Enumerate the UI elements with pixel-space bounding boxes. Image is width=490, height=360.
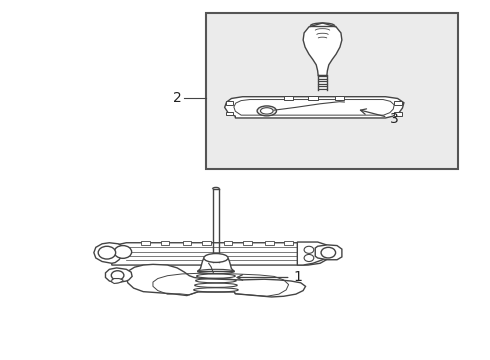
Circle shape bbox=[321, 247, 336, 258]
Text: 2: 2 bbox=[173, 91, 182, 105]
Bar bbox=[202, 241, 211, 244]
Bar bbox=[394, 101, 402, 104]
Polygon shape bbox=[108, 243, 329, 265]
Bar bbox=[335, 96, 344, 100]
Polygon shape bbox=[112, 279, 123, 283]
Polygon shape bbox=[234, 100, 394, 115]
Polygon shape bbox=[315, 245, 342, 260]
Bar bbox=[284, 96, 294, 100]
Ellipse shape bbox=[257, 106, 276, 116]
Bar bbox=[161, 241, 170, 244]
Bar bbox=[284, 241, 293, 244]
Circle shape bbox=[114, 246, 132, 258]
Bar bbox=[141, 241, 150, 244]
Polygon shape bbox=[94, 243, 124, 263]
Bar bbox=[206, 13, 458, 169]
Circle shape bbox=[304, 255, 314, 261]
Bar bbox=[223, 241, 232, 244]
Circle shape bbox=[304, 246, 314, 253]
Text: 1: 1 bbox=[237, 270, 302, 284]
Polygon shape bbox=[197, 258, 234, 271]
Bar bbox=[265, 241, 273, 244]
Text: 3: 3 bbox=[361, 109, 399, 126]
Bar bbox=[308, 96, 318, 100]
Bar bbox=[394, 112, 402, 116]
Polygon shape bbox=[224, 97, 404, 118]
Circle shape bbox=[98, 246, 116, 259]
Bar bbox=[225, 112, 233, 116]
Ellipse shape bbox=[261, 108, 273, 114]
Bar bbox=[243, 241, 252, 244]
Bar bbox=[225, 101, 233, 104]
Polygon shape bbox=[126, 264, 306, 297]
Circle shape bbox=[111, 271, 124, 280]
Ellipse shape bbox=[204, 253, 228, 262]
Polygon shape bbox=[297, 242, 330, 265]
Bar bbox=[182, 241, 191, 244]
Polygon shape bbox=[303, 23, 342, 76]
Polygon shape bbox=[105, 268, 132, 283]
